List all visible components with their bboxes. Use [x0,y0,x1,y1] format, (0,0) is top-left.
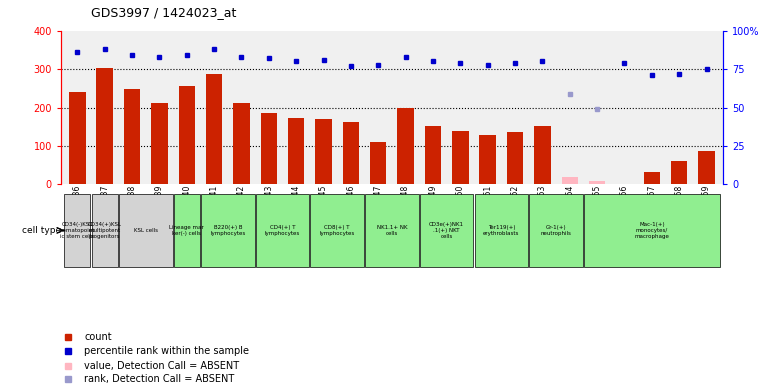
Bar [315,119,332,184]
Bar [370,142,387,184]
Text: CD3e(+)NK1
.1(+) NKT
cells: CD3e(+)NK1 .1(+) NKT cells [429,222,464,239]
Text: count: count [84,332,112,342]
Text: Mac-1(+)
monocytes/
macrophage: Mac-1(+) monocytes/ macrophage [635,222,669,239]
Bar [179,86,195,184]
Bar [69,92,85,184]
Bar [671,161,687,184]
Text: GSM686644: GSM686644 [291,184,301,231]
Bar [365,194,419,267]
Text: GDS3997 / 1424023_at: GDS3997 / 1424023_at [91,6,237,19]
Text: GSM686651: GSM686651 [483,184,492,230]
Text: value, Detection Call = ABSENT: value, Detection Call = ABSENT [84,361,239,371]
Bar [124,89,140,184]
Bar [479,135,496,184]
Text: Gr-1(+)
neutrophils: Gr-1(+) neutrophils [540,225,572,236]
Text: GSM686637: GSM686637 [100,184,109,231]
Text: rank, Detection Call = ABSENT: rank, Detection Call = ABSENT [84,374,234,384]
Bar [534,126,551,184]
Text: GSM686636: GSM686636 [73,184,81,231]
Bar [91,194,118,267]
Text: GSM686658: GSM686658 [675,184,683,230]
Bar [342,122,359,184]
Bar [452,131,469,184]
Bar [64,194,91,267]
Bar [507,132,524,184]
Bar [97,68,113,184]
Bar [589,181,605,184]
Bar [699,151,715,184]
Bar [256,194,309,267]
Text: GSM686649: GSM686649 [428,184,438,231]
Text: CD4(+) T
lymphocytes: CD4(+) T lymphocytes [265,225,300,236]
Text: Ter119(+)
erythroblasts: Ter119(+) erythroblasts [483,225,520,236]
Text: GSM686652: GSM686652 [511,184,520,230]
Text: B220(+) B
lymphocytes: B220(+) B lymphocytes [210,225,245,236]
Bar [310,194,364,267]
Text: GSM686656: GSM686656 [620,184,629,231]
Bar [475,194,528,267]
Text: GSM686654: GSM686654 [565,184,575,231]
Bar [644,172,660,184]
Text: GSM686640: GSM686640 [182,184,191,231]
Text: GSM686648: GSM686648 [401,184,410,230]
Bar [562,177,578,184]
Bar [119,194,173,267]
Text: NK1.1+ NK
cells: NK1.1+ NK cells [377,225,407,236]
Text: GSM686655: GSM686655 [593,184,602,231]
Text: GSM686646: GSM686646 [346,184,355,231]
Bar [174,194,200,267]
Text: GSM686639: GSM686639 [155,184,164,231]
Text: KSL cells: KSL cells [134,228,158,233]
Bar [206,74,222,184]
Bar [420,194,473,267]
Bar [425,126,441,184]
Text: GSM686643: GSM686643 [264,184,273,231]
Text: percentile rank within the sample: percentile rank within the sample [84,346,249,356]
Text: CD34(-)KSL
hematopoiet
ic stem cells: CD34(-)KSL hematopoiet ic stem cells [59,222,95,239]
Text: GSM686642: GSM686642 [237,184,246,230]
Text: GSM686650: GSM686650 [456,184,465,231]
Text: cell type: cell type [22,226,61,235]
Text: GSM686659: GSM686659 [702,184,711,231]
Text: GSM686647: GSM686647 [374,184,383,231]
Bar [260,113,277,184]
Bar [151,103,167,184]
Text: CD8(+) T
lymphocytes: CD8(+) T lymphocytes [320,225,355,236]
Text: GSM686653: GSM686653 [538,184,547,231]
Bar [397,108,414,184]
Text: CD34(+)KSL
multipotent
progenitors: CD34(+)KSL multipotent progenitors [88,222,122,239]
Bar [201,194,255,267]
Bar [529,194,583,267]
Bar [233,103,250,184]
Text: GSM686657: GSM686657 [648,184,656,231]
Text: GSM686645: GSM686645 [319,184,328,231]
Text: Lineage mar
ker(-) cells: Lineage mar ker(-) cells [170,225,204,236]
Text: GSM686641: GSM686641 [209,184,218,230]
Text: GSM686638: GSM686638 [128,184,136,230]
Bar [584,194,720,267]
Bar [288,118,304,184]
